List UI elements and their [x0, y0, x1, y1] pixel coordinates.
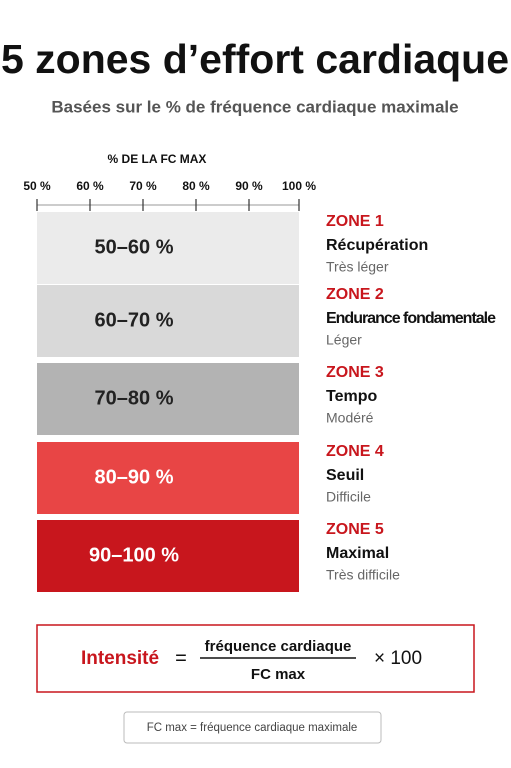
zone-bar: [37, 442, 299, 514]
zone-intensity: Modéré: [326, 410, 374, 426]
scale-tick-label: 50 %: [23, 179, 51, 193]
zone-range: 70–80 %: [95, 387, 174, 409]
scale-tick-label: 80 %: [182, 179, 210, 193]
zone-bar: [37, 285, 299, 357]
footnote: FC max = fréquence cardiaque maximale: [147, 722, 358, 734]
subtitle: Basées sur le % de fréquence cardiaque m…: [51, 97, 458, 116]
formula-equals: =: [175, 647, 187, 669]
zone-name: Seuil: [326, 467, 364, 484]
zone-range: 60–70 %: [95, 309, 174, 331]
zone-name: Endurance fondamentale: [326, 310, 496, 327]
scale-tick-label: 70 %: [129, 179, 157, 193]
zone-name: Maximal: [326, 545, 389, 562]
formula-left: Intensité: [81, 648, 159, 669]
zone-number: ZONE 1: [326, 213, 384, 230]
formula-numerator: fréquence cardiaque: [205, 638, 352, 655]
zone-bar: [37, 520, 299, 592]
zone-number: ZONE 3: [326, 364, 384, 381]
zone-range: 80–90 %: [95, 466, 174, 488]
zone-intensity: Très difficile: [326, 567, 400, 583]
zone-range: 90–100 %: [89, 544, 179, 566]
zone-name: Récupération: [326, 237, 428, 254]
formula-multiplier: × 100: [374, 648, 422, 669]
zone-intensity: Léger: [326, 332, 362, 348]
formula-denominator: FC max: [251, 666, 306, 683]
scale-tick-label: 60 %: [76, 179, 104, 193]
zone-bar: [37, 363, 299, 435]
zone-intensity: Très léger: [326, 259, 389, 275]
title: 5 zones d’effort cardiaque: [1, 36, 509, 82]
scale-tick-label: 100 %: [282, 179, 316, 193]
scale-label: % DE LA FC MAX: [108, 152, 207, 166]
zone-number: ZONE 2: [326, 286, 384, 303]
scale-tick-label: 90 %: [235, 179, 263, 193]
zone-intensity: Difficile: [326, 489, 371, 505]
footnote-box: [123, 711, 382, 744]
zone-number: ZONE 5: [326, 521, 384, 538]
zone-bar: [37, 212, 299, 284]
zone-range: 50–60 %: [95, 236, 174, 258]
zone-name: Tempo: [326, 388, 377, 405]
zone-number: ZONE 4: [326, 443, 384, 460]
